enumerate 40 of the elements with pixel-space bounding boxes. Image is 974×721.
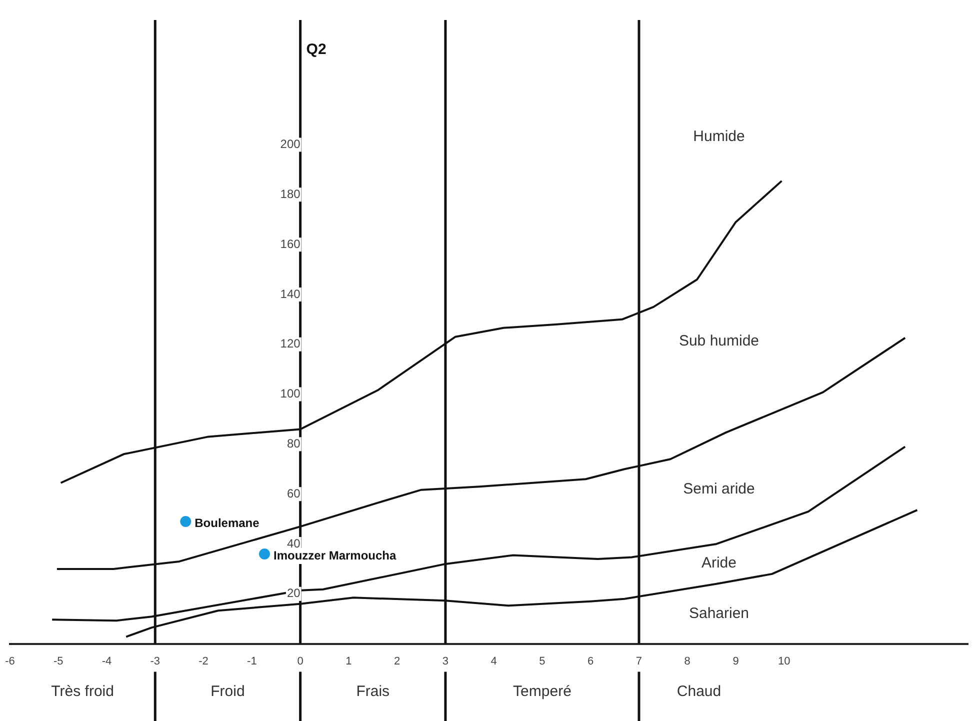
x-tick-label: -3 [150, 655, 160, 668]
text: Frais [356, 682, 390, 700]
annotation: Semi aride [683, 480, 755, 498]
x-tick-label: 4 [490, 655, 497, 668]
x-tick-label: 8 [684, 655, 690, 668]
annotation: Humide [693, 128, 745, 146]
text: Très froid [51, 682, 114, 700]
series-label: Boulemane [194, 516, 260, 530]
annotation: Sub humide [678, 332, 760, 350]
y-tick-label: 160 [280, 236, 301, 251]
x-tick-label: -5 [53, 655, 64, 668]
text: Temperé [513, 682, 572, 700]
y-tick-label: 120 [280, 336, 301, 351]
x-tick-label: 6 [588, 655, 594, 668]
y-axis-title: Q2 [306, 41, 326, 58]
text: Froid [210, 682, 245, 700]
x-tick-label: 10 [778, 655, 790, 668]
x-tick-label: 0 [297, 655, 304, 668]
annotation: Aride [701, 554, 737, 572]
y-tick-label: 40 [286, 536, 301, 550]
annotation: Saharien [688, 604, 750, 622]
y-tick-label: 80 [286, 436, 301, 450]
x-tick-label: 2 [394, 655, 400, 668]
series-label: Imouzzer Marmoucha [274, 548, 397, 562]
y-tick-label: 180 [280, 186, 301, 201]
x-tick-label: 5 [539, 655, 546, 668]
x-tick-label: 3 [442, 655, 449, 668]
x-tick-label: 1 [346, 655, 352, 668]
x-tick-label: -4 [102, 655, 112, 668]
y-tick-label: 60 [286, 486, 301, 500]
x-tick-label: -1 [247, 655, 257, 668]
x-tick-label: 7 [636, 655, 642, 668]
text: Chaud [676, 682, 722, 700]
y-tick-label: 100 [280, 386, 301, 401]
x-tick-label: -6 [5, 655, 15, 668]
x-tick-label: -2 [198, 655, 208, 668]
x-tick-label: 9 [732, 655, 739, 668]
y-tick-label: 20 [286, 586, 301, 600]
y-tick-label: 140 [280, 286, 301, 301]
y-tick-label: 200 [280, 137, 301, 152]
